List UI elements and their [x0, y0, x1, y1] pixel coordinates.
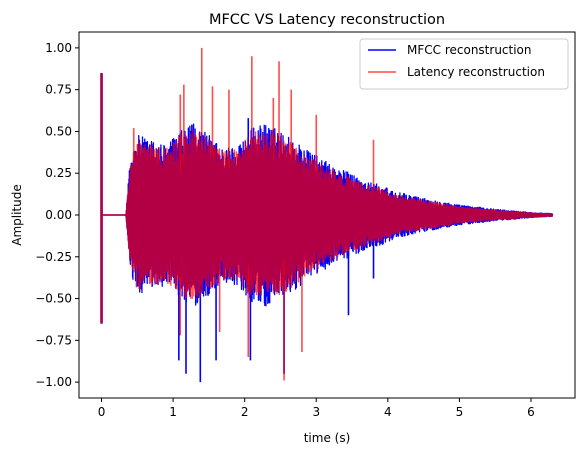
y-tick-label: 0.75 — [45, 83, 72, 97]
x-tick-label: 4 — [384, 405, 392, 419]
x-tick-label: 6 — [527, 405, 535, 419]
y-axis: −1.00 −0.75 −0.50 −0.25 0.00 0.25 0.50 0.75 1.00 — [35, 41, 79, 389]
plot-area — [100, 47, 554, 383]
x-tick-label: 5 — [456, 405, 464, 419]
overlap-band — [100, 72, 554, 324]
y-tick-label: −0.25 — [35, 250, 72, 264]
y-tick-label: −0.75 — [35, 333, 72, 347]
x-tick-label: 2 — [241, 405, 249, 419]
y-tick-label: 1.00 — [45, 41, 72, 55]
y-tick-label: −0.50 — [35, 292, 72, 306]
chart-title: MFCC VS Latency reconstruction — [209, 12, 445, 28]
legend-label-mfcc: MFCC reconstruction — [407, 43, 532, 57]
y-tick-label: 0.00 — [45, 208, 72, 222]
y-tick-label: 0.25 — [45, 166, 72, 180]
overlap-line — [101, 143, 554, 288]
y-tick-label: 0.50 — [45, 124, 72, 138]
x-tick-label: 1 — [169, 405, 177, 419]
x-axis-label: time (s) — [304, 431, 351, 445]
x-tick-label: 3 — [312, 405, 320, 419]
legend: MFCC reconstruction Latency reconstructi… — [359, 38, 569, 90]
legend-label-latency: Latency reconstruction — [407, 65, 545, 79]
legend-box — [359, 38, 569, 90]
y-axis-label: Amplitude — [10, 184, 24, 246]
x-tick-label: 0 — [98, 405, 106, 419]
x-axis: 0 1 2 3 4 5 6 — [98, 398, 535, 419]
y-tick-label: −1.00 — [35, 375, 72, 389]
